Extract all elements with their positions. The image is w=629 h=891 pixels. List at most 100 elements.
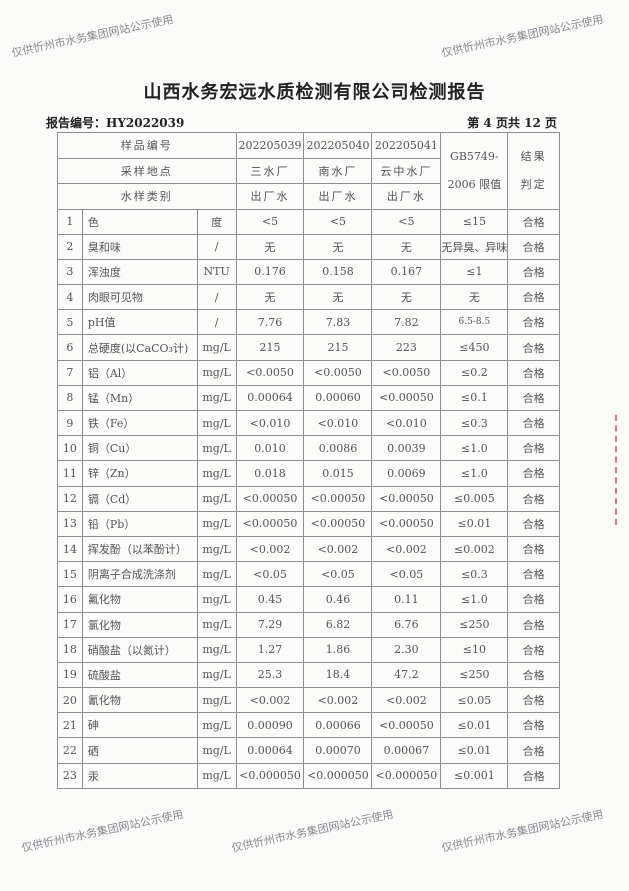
limit: ≤0.01 [440, 737, 509, 764]
value: 6.76 [371, 611, 442, 638]
value: <5 [371, 208, 442, 235]
value: <0.002 [235, 535, 305, 563]
test-results-table: 样品编号 202205039 202205040 202205041 GB574… [57, 132, 560, 789]
value: 0.00064 [235, 737, 305, 764]
result-label: 判定 [520, 177, 547, 191]
watermark-text: 仅供忻州市水务集团网站公示使用 [440, 807, 605, 855]
sample-location: 三水厂 [235, 157, 305, 184]
value: 1.86 [303, 636, 373, 663]
value: 0.00060 [303, 384, 373, 412]
row-index: 17 [57, 611, 83, 638]
unit: mg/L [196, 535, 237, 563]
row-index: 8 [57, 384, 83, 412]
value: <0.00050 [371, 384, 442, 412]
result: 合格 [507, 586, 560, 613]
value: 215 [303, 334, 373, 361]
limit: ≤0.01 [440, 510, 509, 537]
limit: 6.5-8.5 [440, 309, 509, 336]
limit: 无异臭、异味 [440, 233, 509, 260]
table-row: 23 汞 mg/L <0.000050 <0.000050 <0.000050 ≤0.001… [57, 762, 560, 789]
row-index: 7 [57, 359, 83, 386]
value: 无 [371, 233, 442, 260]
value: <0.00050 [371, 510, 442, 537]
value: <0.05 [371, 561, 442, 588]
value: 0.167 [371, 258, 442, 286]
value: 0.0086 [303, 435, 373, 462]
row-index: 21 [57, 712, 83, 739]
item-name: 氰化物 [81, 687, 198, 714]
value: <0.0050 [303, 359, 373, 386]
item-name: 氟化物 [81, 586, 198, 613]
result: 合格 [507, 661, 560, 689]
value: 7.82 [371, 309, 442, 336]
result-label: 结果 [520, 149, 547, 163]
unit: NTU [196, 258, 237, 286]
item-name: 铁（Fe） [81, 409, 198, 437]
limit: ≤1 [440, 258, 509, 286]
limit: ≤10 [440, 636, 509, 663]
unit: mg/L [196, 762, 237, 789]
value: 0.158 [303, 258, 373, 286]
header-row-sample-no: 样品编号 202205039 202205040 202205041 GB574… [57, 132, 560, 210]
row-index: 1 [57, 208, 83, 235]
value: <0.002 [371, 687, 442, 714]
value: <0.00050 [371, 712, 442, 739]
result: 合格 [507, 485, 560, 512]
limit: 无 [440, 284, 509, 311]
limit: ≤0.3 [440, 561, 509, 588]
row-index: 16 [57, 586, 83, 613]
watermark-text: 仅供忻州市水务集团网站公示使用 [20, 807, 185, 855]
table-row: 9 铁（Fe） mg/L <0.010 <0.010 <0.010 ≤0.3 合格 [57, 409, 560, 437]
result: 合格 [507, 636, 560, 663]
sample-type: 出厂水 [235, 183, 305, 210]
item-name: 肉眼可见物 [81, 284, 198, 311]
value: 无 [235, 233, 305, 260]
result: 合格 [507, 258, 560, 286]
value: 215 [235, 334, 305, 361]
item-name: 砷 [81, 712, 198, 739]
row-index: 14 [57, 535, 83, 563]
unit: mg/L [196, 384, 237, 412]
sample-no: 202205039 [235, 132, 305, 159]
seam-stamp [615, 415, 623, 525]
result: 合格 [507, 359, 560, 386]
row-index: 22 [57, 737, 83, 764]
unit: 度 [196, 208, 237, 235]
table-row: 18 硝酸盐（以氮计） mg/L 1.27 1.86 2.30 ≤10 合格 [57, 636, 560, 663]
header-row-location: 采样地点 三水厂 南水厂 云中水厂 [57, 157, 560, 184]
report-number: 报告编号：HY2022039 [46, 116, 185, 130]
table-row: 5 pH值/7.76 7.83 7.82 6.5-8.5 合格 [57, 309, 560, 336]
value: 6.82 [303, 611, 373, 638]
value: <0.010 [303, 409, 373, 437]
item-name: 硝酸盐（以氮计） [81, 636, 198, 663]
table-row: 4 肉眼可见物 / 无无无无合格 [57, 284, 560, 311]
row-index: 4 [57, 284, 83, 311]
value: 无 [371, 284, 442, 311]
unit: mg/L [196, 586, 237, 613]
result: 合格 [507, 233, 560, 260]
value: 0.00070 [303, 737, 373, 764]
result: 合格 [507, 435, 560, 462]
result: 合格 [507, 737, 560, 764]
table-row: 6 总硬度(以CaCO₃计) mg/L 215 215 223 ≤450 合格 [57, 334, 560, 361]
value: <0.00050 [303, 485, 373, 512]
value: <0.0050 [371, 359, 442, 386]
value: 无 [303, 233, 373, 260]
value: 0.46 [303, 586, 373, 613]
unit: mg/L [196, 485, 237, 512]
sample-no: 202205041 [371, 132, 442, 159]
result: 合格 [507, 409, 560, 437]
value: 0.00064 [235, 384, 305, 412]
row-index: 10 [57, 435, 83, 462]
row-index: 19 [57, 661, 83, 689]
sample-location: 云中水厂 [371, 157, 442, 184]
value: <5 [303, 208, 373, 235]
table-row: 21 砷 mg/L 0.00090 0.00066 <0.00050 ≤0.01 合格 [57, 712, 560, 739]
value: 47.2 [371, 661, 442, 689]
result: 合格 [507, 460, 560, 487]
value: <0.00050 [303, 510, 373, 537]
item-name: 色 [81, 208, 198, 235]
row-index: 2 [57, 233, 83, 260]
table-row: 7 铝（Al） mg/L <0.0050 <0.0050 <0.0050 ≤0.2 合格 [57, 359, 560, 386]
result: 合格 [507, 309, 560, 336]
